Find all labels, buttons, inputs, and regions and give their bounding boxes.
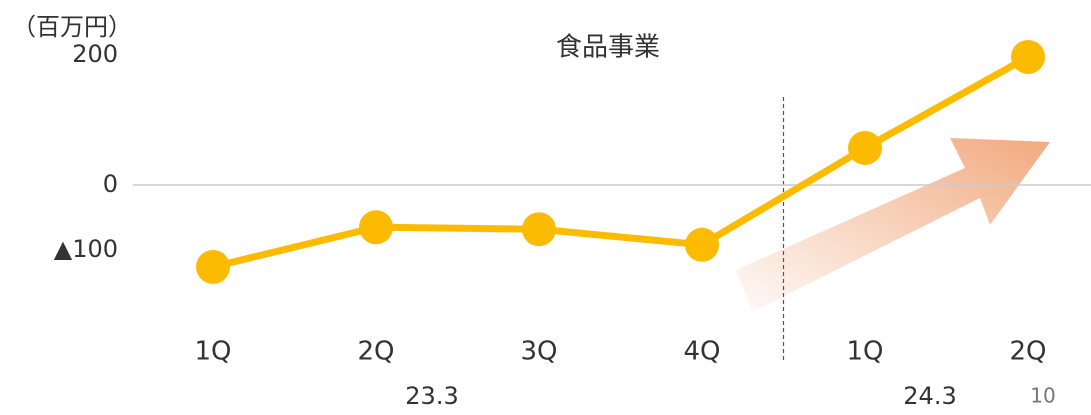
series-line [212, 53, 1030, 271]
y-unit-label: （百万円） [12, 13, 132, 41]
x-tick-label: 2Q [1009, 337, 1046, 367]
x-tick-label: 1Q [846, 337, 883, 367]
x-group-label: 23.3 [405, 382, 458, 410]
data-point [848, 130, 882, 165]
y-tick-label: 0 [103, 170, 118, 198]
data-point [685, 227, 719, 262]
y-tick-label: 200 [72, 40, 118, 68]
x-tick-label: 1Q [194, 337, 231, 367]
trend-arrow [736, 138, 1050, 312]
x-group-label: 24.3 [903, 382, 956, 410]
data-point [522, 212, 556, 247]
data-point [359, 210, 393, 245]
x-tick-label: 2Q [357, 337, 394, 367]
data-point [196, 249, 230, 284]
x-tick-label: 4Q [683, 337, 720, 367]
data-point [1011, 39, 1045, 74]
page-number: 10 [1030, 384, 1055, 408]
y-tick-label: ▲100 [54, 235, 118, 263]
x-tick-label: 3Q [520, 337, 557, 367]
chart-title: 食品事業 [556, 33, 660, 63]
